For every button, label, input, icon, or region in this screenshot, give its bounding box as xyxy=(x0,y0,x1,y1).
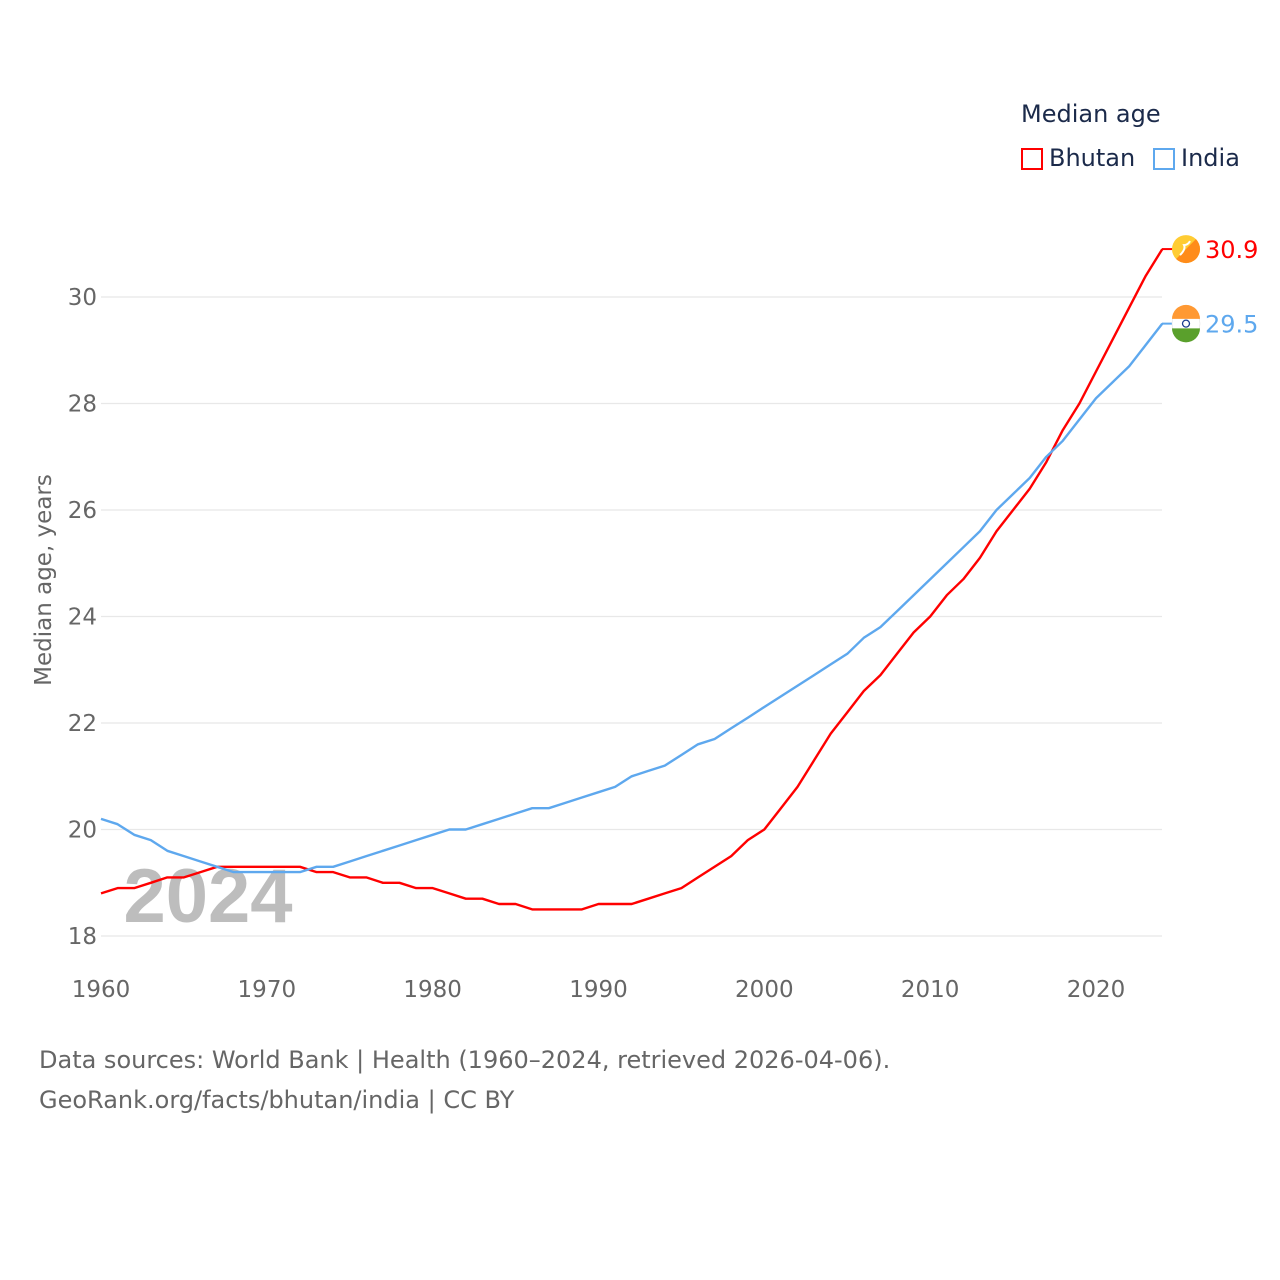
x-tick-label: 2010 xyxy=(901,977,960,1003)
y-tick-label: 28 xyxy=(68,392,97,418)
year-watermark: 2024 xyxy=(123,854,292,939)
legend-swatch xyxy=(1021,148,1043,170)
x-tick-label: 1980 xyxy=(403,977,462,1003)
india-flag-icon xyxy=(1171,304,1201,343)
source-link[interactable]: GeoRank.org/facts/bhutan/india | CC BY xyxy=(39,1086,515,1114)
x-tick-label: 2020 xyxy=(1067,977,1126,1003)
series-line-india[interactable] xyxy=(100,322,1164,874)
y-tick-label: 22 xyxy=(68,711,97,737)
y-axis-label: Median age, years xyxy=(31,474,57,686)
legend-label: Bhutan xyxy=(1049,144,1136,172)
bhutan-flag-icon xyxy=(1172,235,1200,264)
x-tick-label: 1970 xyxy=(238,977,297,1003)
end-value-label: 29.5 xyxy=(1205,311,1258,339)
legend-swatch xyxy=(1153,148,1175,170)
legend-item-india[interactable]: India xyxy=(1153,144,1240,172)
source-line: Data sources: World Bank | Health (1960–… xyxy=(39,1046,891,1074)
x-tick-label: 1960 xyxy=(72,977,131,1003)
y-tick-label: 30 xyxy=(68,285,97,311)
legend-label: India xyxy=(1181,144,1240,172)
end-value-label: 30.9 xyxy=(1205,236,1258,264)
y-tick-label: 24 xyxy=(68,605,97,631)
x-tick-label: 1990 xyxy=(569,977,628,1003)
y-tick-label: 20 xyxy=(68,818,97,844)
legend-item-bhutan[interactable]: Bhutan xyxy=(1021,144,1135,172)
y-tick-label: 18 xyxy=(68,924,97,950)
legend-title: Median age xyxy=(1021,100,1161,128)
series-line-bhutan[interactable] xyxy=(100,248,1164,911)
y-tick-label: 26 xyxy=(68,498,97,524)
x-tick-label: 2000 xyxy=(735,977,794,1003)
